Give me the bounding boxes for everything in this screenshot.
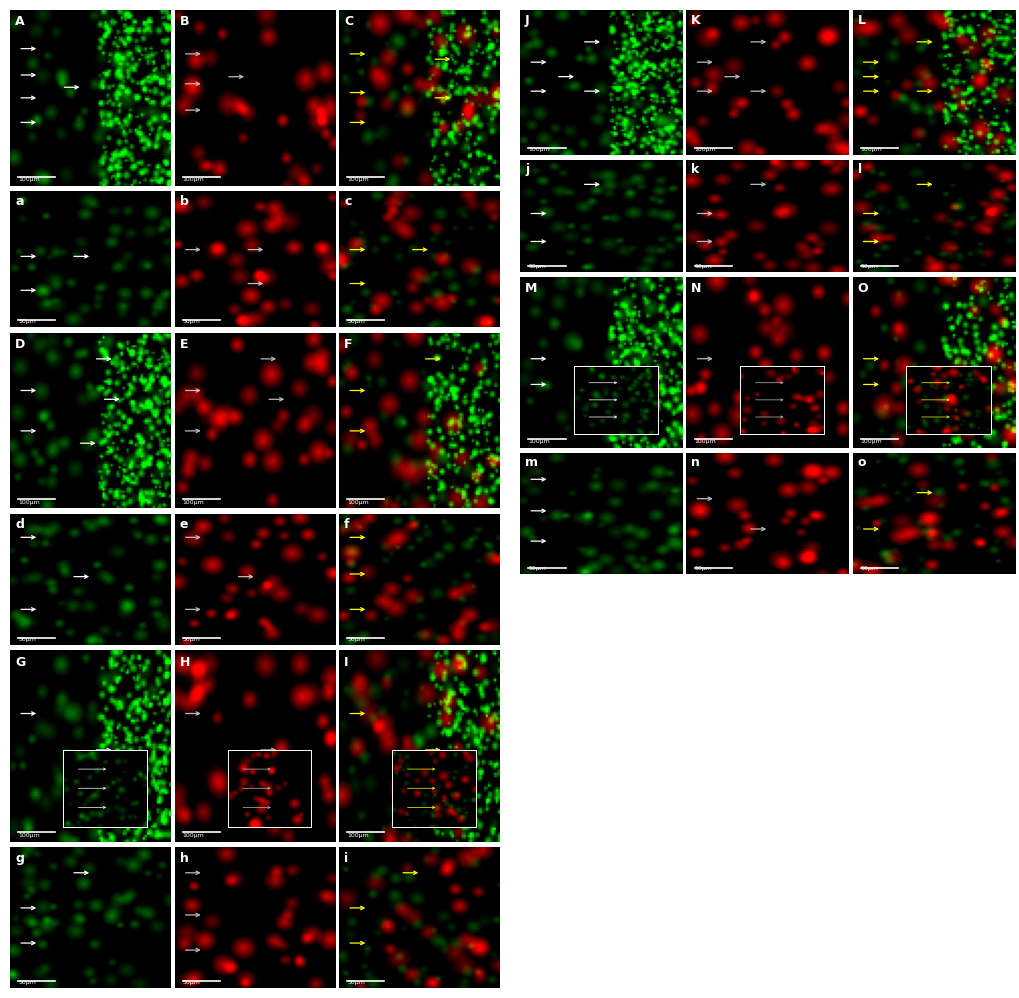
Text: 50μm: 50μm	[18, 980, 36, 985]
Text: I: I	[343, 656, 348, 669]
Text: a: a	[15, 196, 23, 209]
Text: 100μm: 100μm	[860, 147, 881, 152]
Text: 50μm: 50μm	[346, 980, 365, 985]
Text: 100μm: 100μm	[528, 439, 549, 444]
Text: 100μm: 100μm	[18, 500, 40, 505]
Text: h: h	[179, 851, 189, 864]
Text: C: C	[343, 15, 353, 28]
Text: k: k	[691, 163, 699, 176]
Text: 50μm: 50μm	[346, 637, 365, 642]
Text: J: J	[525, 14, 529, 27]
Text: 100μm: 100μm	[182, 178, 205, 183]
Text: A: A	[15, 15, 24, 28]
Text: j: j	[525, 163, 529, 176]
Text: d: d	[15, 518, 23, 531]
Text: 100μm: 100μm	[346, 500, 369, 505]
Text: G: G	[15, 656, 25, 669]
Text: 50μm: 50μm	[528, 264, 545, 269]
Text: g: g	[15, 851, 23, 864]
Text: 50μm: 50μm	[182, 319, 201, 324]
Text: 50μm: 50μm	[694, 264, 711, 269]
Text: B: B	[179, 15, 189, 28]
Text: 100μm: 100μm	[18, 833, 40, 838]
Text: n: n	[691, 456, 699, 469]
Text: e: e	[179, 518, 187, 531]
Text: b: b	[179, 196, 189, 209]
Text: 50μm: 50μm	[346, 319, 365, 324]
Text: 100μm: 100μm	[346, 178, 369, 183]
Text: o: o	[857, 456, 865, 469]
Text: M: M	[525, 281, 537, 294]
Text: 50μm: 50μm	[860, 264, 877, 269]
Text: i: i	[343, 851, 347, 864]
Text: 100μm: 100μm	[182, 833, 205, 838]
Text: c: c	[343, 196, 352, 209]
Text: 100μm: 100μm	[346, 833, 369, 838]
Text: N: N	[691, 281, 701, 294]
Text: H: H	[179, 656, 190, 669]
Text: 100μm: 100μm	[182, 500, 205, 505]
Text: 50μm: 50μm	[18, 319, 36, 324]
Text: 100μm: 100μm	[18, 178, 40, 183]
Text: 50μm: 50μm	[528, 567, 545, 572]
Text: m: m	[525, 456, 538, 469]
Text: 100μm: 100μm	[694, 147, 715, 152]
Text: 100μm: 100μm	[860, 439, 881, 444]
Text: 100μm: 100μm	[528, 147, 549, 152]
Text: E: E	[179, 337, 187, 350]
Text: 50μm: 50μm	[694, 567, 711, 572]
Text: l: l	[857, 163, 861, 176]
Text: D: D	[15, 337, 25, 350]
Text: f: f	[343, 518, 350, 531]
Text: O: O	[857, 281, 867, 294]
Text: 50μm: 50μm	[182, 637, 201, 642]
Text: L: L	[857, 14, 865, 27]
Text: F: F	[343, 337, 353, 350]
Text: 50μm: 50μm	[860, 567, 877, 572]
Text: 50μm: 50μm	[182, 980, 201, 985]
Text: 100μm: 100μm	[694, 439, 715, 444]
Text: K: K	[691, 14, 700, 27]
Text: 50μm: 50μm	[18, 637, 36, 642]
